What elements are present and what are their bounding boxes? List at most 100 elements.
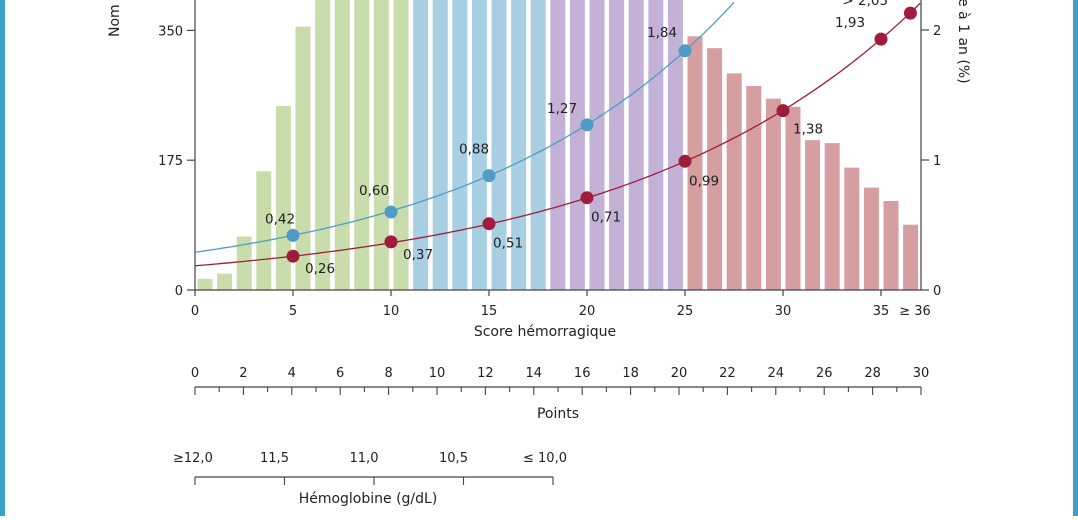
bar-score-6 <box>315 0 331 290</box>
bar-score-4 <box>275 106 291 290</box>
data-label-series-1: 1,84 <box>647 25 677 41</box>
hemoglobin-scale-title: Hémoglobine (g/dL) <box>299 491 438 507</box>
points-tick-label: 10 <box>429 366 446 381</box>
bar-score-23 <box>648 0 664 290</box>
bar-score-14 <box>471 0 487 290</box>
points-tick-label: 12 <box>477 366 494 381</box>
y-left-axis-title: Nom <box>107 4 123 37</box>
data-label-series-1: 0,88 <box>459 142 489 158</box>
points-group <box>286 6 917 263</box>
data-label-series-1: 0,60 <box>359 183 389 199</box>
frame-left-border <box>0 0 5 516</box>
x-tick-label: 35 <box>873 304 890 319</box>
bar-score-25 <box>687 36 703 290</box>
data-label-series-2: 0,99 <box>689 173 719 189</box>
y-right-axis-title: e à 1 an (%) <box>955 0 971 84</box>
bar-score-29 <box>765 98 781 290</box>
bar-score-28 <box>746 86 762 290</box>
bar-score-8 <box>354 0 370 290</box>
data-label-series-2: 0,26 <box>305 261 335 277</box>
points-tick-label: 4 <box>288 366 296 381</box>
bar-score-19 <box>569 0 585 290</box>
point-series-1-0 <box>286 228 300 242</box>
y-left-tick-label: 0 <box>175 284 183 299</box>
x-tick-label: 5 <box>289 304 297 319</box>
bar-score-13 <box>452 0 468 290</box>
data-label-series-2: 0,51 <box>493 236 523 252</box>
bar-score-30 <box>785 106 801 290</box>
data-label-series-2: 0,37 <box>403 247 433 263</box>
points-tick-label: 6 <box>336 366 344 381</box>
x-tick-label: 30 <box>775 304 792 319</box>
points-tick-label: 18 <box>622 366 639 381</box>
bar-score-26 <box>707 48 723 291</box>
frame-right-border <box>1073 0 1078 516</box>
hemoglobin-tick-label: 11,0 <box>350 451 379 466</box>
point-series-2-2 <box>482 217 496 231</box>
bar-score-18 <box>550 0 566 290</box>
bar-score-24 <box>667 0 683 290</box>
labels-group: 0,42 0,60 0,88 1,27 1,84 0,26 0,37 0,51 0,71 0,99… <box>265 0 888 277</box>
bar-score-0 <box>197 278 213 290</box>
bar-score-12 <box>432 0 448 290</box>
point-series-1-4 <box>678 44 692 58</box>
x-tick-label: ≥ 36 <box>899 304 931 319</box>
point-series-2-5 <box>776 104 790 118</box>
point-series-2-3 <box>580 191 594 205</box>
bar-score-10 <box>393 0 409 290</box>
points-tick-label: 8 <box>384 366 392 381</box>
x-axis-title: Score hémorragique <box>474 324 616 340</box>
y-left-tick-label: 350 <box>158 24 183 39</box>
bar-score-5 <box>295 26 311 290</box>
point-series-1-1 <box>384 205 398 219</box>
point-series-2-4 <box>678 154 692 168</box>
point-series-1-3 <box>580 118 594 132</box>
points-tick-label: 22 <box>719 366 736 381</box>
bar-score-34 <box>863 187 879 290</box>
bar-score-36 <box>903 224 919 290</box>
y-right-tick-label: 2 <box>933 24 941 39</box>
point-series-2-1 <box>384 235 398 249</box>
bar-score-9 <box>373 0 389 290</box>
points-tick-label: 16 <box>574 366 591 381</box>
hemoglobin-tick-label: 11,5 <box>260 451 289 466</box>
curve-series-1 <box>194 1 735 253</box>
hemoglobin-tick-label: ≤ 10,0 <box>523 451 567 466</box>
x-tick-label: 15 <box>481 304 498 319</box>
bar-score-20 <box>589 0 605 290</box>
x-tick-label: 10 <box>383 304 400 319</box>
hemoglobin-tick-label: ≥12,0 <box>173 451 213 466</box>
bar-score-17 <box>530 0 546 290</box>
bar-score-27 <box>726 73 742 291</box>
x-tick-label: 0 <box>191 304 199 319</box>
points-tick-label: 28 <box>864 366 881 381</box>
bar-score-11 <box>413 0 429 290</box>
points-scale-title: Points <box>537 406 579 422</box>
bar-score-21 <box>609 0 625 290</box>
bars-group <box>197 0 919 291</box>
bar-score-2 <box>236 236 252 290</box>
bar-score-7 <box>334 0 350 290</box>
data-label-series-2: > 2,05 <box>842 0 888 9</box>
points-tick-label: 2 <box>239 366 247 381</box>
points-tick-label: 24 <box>768 366 785 381</box>
x-tick-label: 20 <box>579 304 596 319</box>
point-series-2-0 <box>286 249 300 263</box>
y-right-tick-label: 0 <box>933 284 941 299</box>
y-right-tick-label: 1 <box>933 154 941 169</box>
point-series-2-6 <box>874 32 888 46</box>
data-label-series-2: 0,71 <box>591 210 621 226</box>
bar-score-32 <box>824 143 840 290</box>
bar-score-3 <box>256 171 272 290</box>
data-label-series-2: 1,38 <box>793 122 823 138</box>
points-tick-label: 30 <box>913 366 930 381</box>
point-series-1-2 <box>482 169 496 183</box>
hemoglobin-tick-label: 10,5 <box>439 451 468 466</box>
data-label-series-1: 0,42 <box>265 211 295 227</box>
y-left-tick-label: 175 <box>158 154 183 169</box>
bar-score-33 <box>844 167 860 290</box>
